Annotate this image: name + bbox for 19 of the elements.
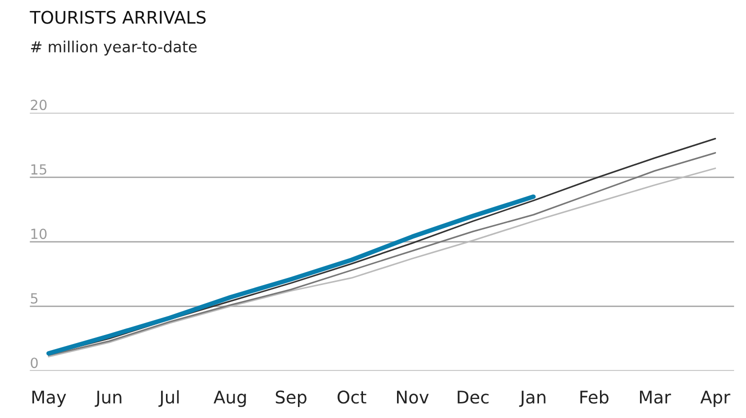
x-tick-label: Feb	[580, 390, 608, 404]
y-tick-label: 10	[31, 228, 47, 240]
y-tick-label: 0	[30, 358, 38, 368]
chart-title: TOURISTS ARRIVALS	[30, 10, 206, 24]
y-tick-label: 20	[30, 100, 47, 110]
y-tick-label: 15	[31, 164, 46, 175]
x-tick-label: Nov	[397, 390, 429, 404]
x-tick-label: Dec	[458, 390, 489, 404]
y-tick-label: 5	[30, 293, 38, 304]
x-tick-label: May	[32, 390, 66, 408]
x-tick-label: Mar	[640, 390, 672, 404]
x-tick-label: Jan	[519, 390, 546, 407]
x-tick-label: Apr	[700, 390, 730, 408]
chart-subtitle: # million year-to-date	[31, 40, 197, 56]
x-tick-label: Aug	[214, 390, 246, 408]
x-tick-label: Oct	[338, 390, 366, 404]
x-tick-label: Jun	[94, 390, 122, 407]
x-tick-label: Sep	[276, 390, 306, 408]
x-tick-label: Jul	[158, 390, 179, 407]
